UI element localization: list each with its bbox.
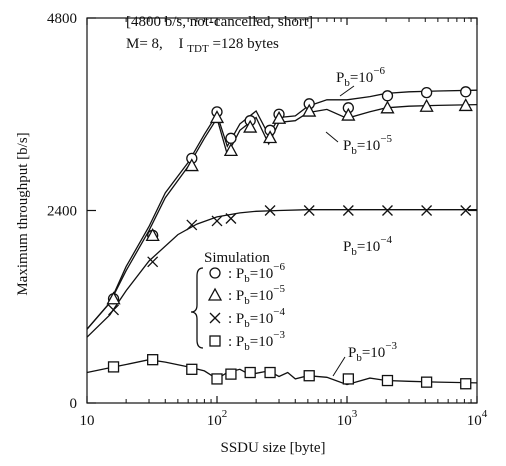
legend: Simulation : Pb=10−6: Pb=10−5: Pb=10−4: … <box>191 250 285 353</box>
series-3-point <box>382 206 392 216</box>
conditions-line-1: [4800 b/s, not-cancelled, short] <box>126 14 313 30</box>
series-4-point <box>304 371 314 381</box>
legend-marker-1 <box>210 268 220 278</box>
legend-label-3: : Pb=10−4 <box>228 306 285 330</box>
series-line-3 <box>87 210 477 338</box>
curve-label-1: Pb=10−6 <box>336 65 386 89</box>
series-4-point <box>109 362 119 372</box>
series-4-point <box>187 364 197 374</box>
curve-label-leader <box>333 357 345 376</box>
series-1-point <box>461 87 471 97</box>
series-1-point <box>226 133 236 143</box>
series-4-point <box>382 376 392 386</box>
curve-label-3: Pb=10−4 <box>343 234 393 258</box>
curve-label-4: Pb=10−3 <box>348 340 398 364</box>
series-4-point <box>148 355 158 365</box>
series-line-4 <box>87 360 477 385</box>
y-tick-label: 4800 <box>47 11 77 27</box>
curve-label-2: Pb=10−5 <box>343 133 393 157</box>
series-4-point <box>265 368 275 378</box>
legend-title: Simulation <box>204 250 270 266</box>
series-3-point <box>343 206 353 216</box>
series-3-point <box>109 305 119 315</box>
conditions-i-value: =128 bytes <box>212 36 279 52</box>
series-4-point <box>343 374 353 384</box>
y-tick-label: 0 <box>70 396 78 412</box>
series-4-point <box>245 368 255 378</box>
conditions-m: M= 8, <box>126 36 163 52</box>
series-4-point <box>212 374 222 384</box>
x-tick-label: 102 <box>207 408 228 429</box>
x-tick-label: 103 <box>337 408 358 429</box>
legend-label-4: : Pb=10−3 <box>228 329 285 353</box>
legend-marker-2 <box>209 289 221 300</box>
legend-label-2: : Pb=10−5 <box>228 283 285 307</box>
legend-marker-4 <box>210 336 220 346</box>
series-3-point <box>304 206 314 216</box>
series-line-2 <box>87 105 477 330</box>
series-1-point <box>382 91 392 101</box>
series-4-point <box>226 369 236 379</box>
conditions-line-2: M= 8, I TDT =128 bytes <box>126 36 279 56</box>
conditions-i: I <box>179 36 184 52</box>
y-tick-label: 2400 <box>47 204 77 220</box>
x-tick-label: 104 <box>467 408 488 429</box>
series-4-point <box>422 377 432 387</box>
legend-marker-3 <box>210 313 220 323</box>
series-4-point <box>461 379 471 389</box>
legend-brace <box>191 268 203 348</box>
legend-entries: : Pb=10−6: Pb=10−5: Pb=10−4: Pb=10−3 <box>209 261 285 353</box>
series-markers <box>108 87 472 389</box>
x-axis-title: SSDU size [byte] <box>221 440 326 456</box>
series-3-point <box>422 206 432 216</box>
series-1-point <box>422 88 432 98</box>
x-tick-label: 10 <box>80 413 95 429</box>
curve-label-leader <box>326 132 338 142</box>
y-axis-title: Maximum throughput [b/s] <box>15 132 31 295</box>
conditions-i-sub: TDT <box>187 43 209 55</box>
